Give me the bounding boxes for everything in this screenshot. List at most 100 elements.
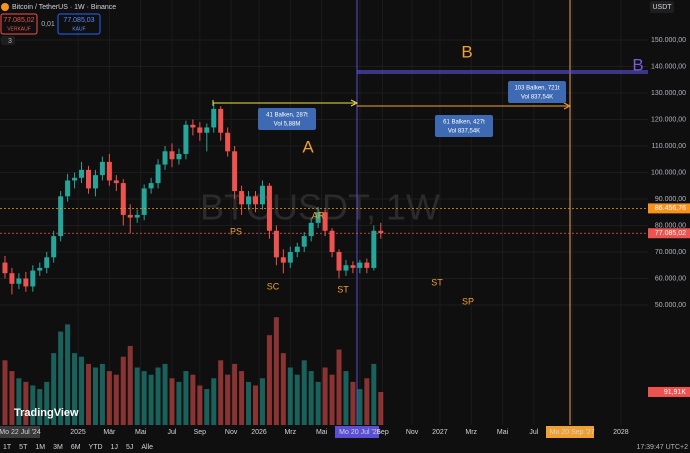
volume-bar (253, 385, 259, 425)
price-axis-labels: 50.000,00 60.000,00 70.000,00 80.000,00 90.0… (651, 37, 686, 309)
volume-bar (350, 381, 356, 425)
x-tick-label: Mrz (284, 429, 296, 436)
x-tick-label: Mrz (465, 429, 477, 436)
volume-bar (141, 371, 147, 425)
indicator-toggle[interactable] (1, 36, 15, 45)
candle-body (16, 278, 22, 284)
volume-bar (190, 374, 196, 425)
measure-box (435, 115, 493, 137)
volume-label-bg (648, 386, 690, 397)
measure-box: 41 Balken, 287t Vol 5,88M 61 Balken, 427… (258, 81, 566, 137)
candle-body (106, 161, 112, 181)
annotation: ST (431, 277, 443, 287)
candle-body (273, 230, 279, 258)
price-label: 77.085,02 (655, 230, 686, 237)
price-axis (648, 0, 690, 440)
candle-body (322, 212, 328, 231)
volume-bar (169, 378, 175, 425)
range-button[interactable]: 1J (111, 444, 118, 451)
range-button[interactable]: 3M (53, 444, 63, 451)
volume-bar (329, 374, 335, 425)
annotation: B (461, 42, 472, 61)
measure-bars: 61 Balken, 427t (443, 120, 485, 126)
volume-bar (85, 363, 91, 425)
x-tick-label: Mär (103, 429, 116, 436)
candle-body (259, 185, 265, 205)
measure-volume: Vol 837,54K (448, 129, 480, 135)
date-highlight (546, 426, 594, 438)
volume-bar (225, 374, 231, 425)
x-tick-label: Sep (194, 429, 207, 436)
range-button[interactable]: 5T (19, 444, 28, 451)
x-tick-label: Mo 20 Sep '27 (550, 429, 595, 436)
volume-bar (364, 378, 370, 425)
logo: TradingView (14, 407, 79, 419)
range-button[interactable]: Alle (141, 444, 153, 451)
candle-body (141, 188, 147, 215)
range-button[interactable]: 5J (126, 444, 133, 451)
candle-body (225, 132, 231, 152)
volume-bar (287, 367, 293, 425)
volume-bar (23, 381, 29, 425)
x-tick-label: Mai (497, 429, 509, 436)
candle-body (371, 230, 377, 268)
volume-bar (9, 371, 15, 425)
volume-bar (211, 378, 217, 425)
volume-bar (232, 363, 238, 425)
volume-bar (336, 349, 342, 425)
sell-button[interactable] (0, 13, 38, 35)
toolbar (0, 440, 690, 453)
volume-bar (301, 360, 307, 425)
currency-button[interactable] (650, 1, 674, 13)
sell-price: 77.085,02 (3, 17, 34, 24)
volume-bar (106, 371, 112, 425)
volume (2, 317, 384, 425)
annotation: B (632, 55, 643, 74)
volume-bar (30, 385, 36, 425)
y-tick-label: 120.000,00 (651, 116, 686, 123)
candle-body (301, 236, 307, 247)
volume-bar (259, 378, 265, 425)
candle-body (232, 151, 238, 192)
volume-bar (371, 363, 377, 425)
volume-bar (343, 371, 349, 425)
candle-body (246, 196, 252, 205)
indicator-count: 3 (8, 38, 12, 45)
spread: 0,01 (41, 21, 55, 28)
measure-volume: Vol 5,88M (274, 122, 301, 128)
candle-body (72, 177, 78, 181)
range-button[interactable]: YTD (89, 444, 103, 451)
x-tick-label: 2025 (70, 429, 86, 436)
candle-body (294, 246, 300, 252)
y-tick-label: 80.000,00 (655, 222, 686, 229)
candle-body (79, 169, 85, 178)
y-tick-label: 60.000,00 (655, 275, 686, 282)
sell-label: VERKAUF (7, 26, 31, 32)
candle-body (169, 151, 175, 160)
candle-body (85, 169, 91, 189)
candle-body (211, 108, 217, 128)
candle-body (23, 278, 29, 287)
volume-bar (294, 374, 300, 425)
candle-body (30, 270, 36, 287)
range-button[interactable]: 6M (71, 444, 81, 451)
x-tick-label: Nov (406, 429, 419, 436)
volume-bar (134, 367, 140, 425)
volume-bar (2, 360, 8, 425)
volume-bar (315, 381, 321, 425)
buy-price: 77.085,03 (63, 17, 94, 24)
price-label-bg (648, 228, 690, 239)
candle-body (350, 265, 356, 268)
annotation: A (302, 137, 314, 156)
volume-bar (16, 378, 22, 425)
volume-bar (162, 363, 168, 425)
volume-bar (44, 381, 50, 425)
range-button[interactable]: 1M (35, 444, 45, 451)
volume-bar (183, 371, 189, 425)
buy-button[interactable] (57, 13, 101, 35)
candle-body (2, 262, 8, 274)
date-highlight (0, 426, 40, 438)
y-tick-label: 140.000,00 (651, 63, 686, 70)
range-button[interactable]: 1T (3, 444, 12, 451)
